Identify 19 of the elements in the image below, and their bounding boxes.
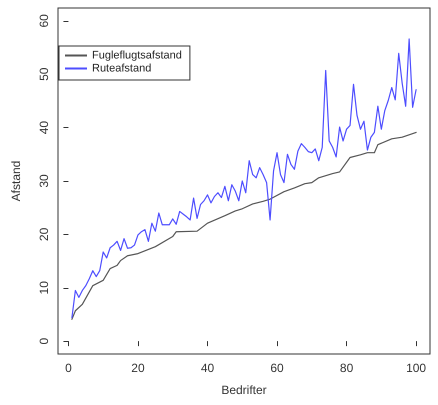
line-series [71,132,417,320]
x-tick-label: 40 [200,361,214,375]
x-tick-label: 100 [406,361,426,375]
legend-label: Fugleflugtsafstand [92,50,182,62]
legend-label: Ruteafstand [92,62,152,74]
line-series [71,38,417,318]
x-tick-label: 80 [340,361,354,375]
x-tick-label: 60 [270,361,284,375]
y-tick-label: 10 [37,280,51,294]
x-tick-label: 0 [65,361,72,375]
y-tick-label: 40 [37,120,51,134]
y-tick-label: 60 [37,14,51,28]
y-tick-label: 0 [37,338,51,345]
y-tick-label: 20 [37,227,51,242]
y-tick-label: 50 [37,67,51,81]
y-tick-label: 30 [37,174,51,188]
x-axis-title: Bedrifter [221,383,267,397]
y-axis-title: Afstand [9,160,23,202]
x-tick-label: 20 [131,361,145,375]
